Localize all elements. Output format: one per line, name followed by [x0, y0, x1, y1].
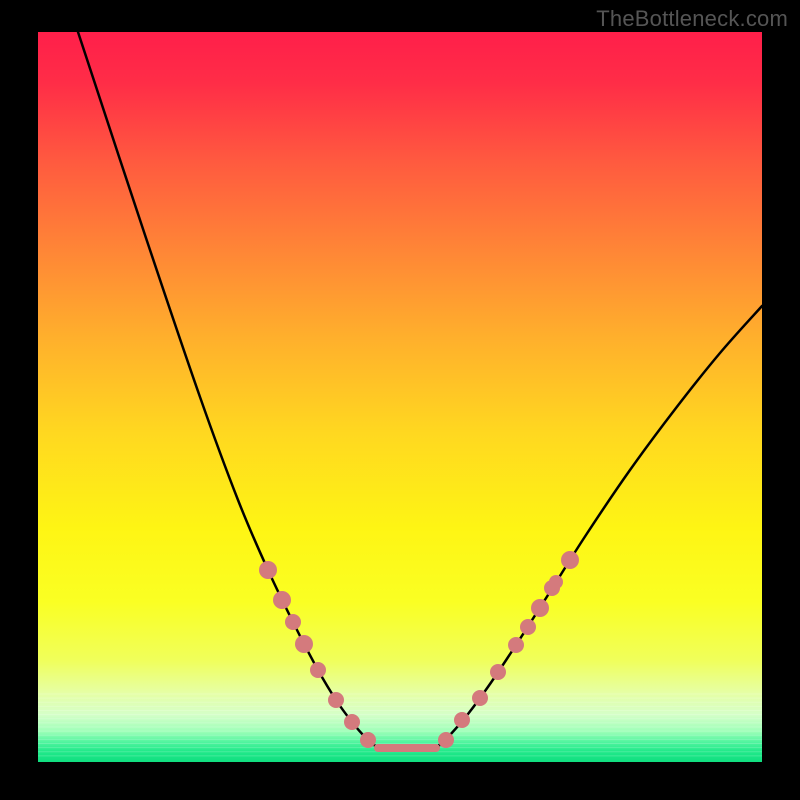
marker-dot	[310, 662, 326, 678]
marker-dot	[472, 690, 488, 706]
marker-dot	[273, 591, 291, 609]
marker-dot	[561, 551, 579, 569]
plot-background	[38, 32, 762, 762]
marker-dot	[285, 614, 301, 630]
marker-dot	[328, 692, 344, 708]
marker-dot	[295, 635, 313, 653]
watermark-text: TheBottleneck.com	[596, 6, 788, 32]
marker-dot	[344, 714, 360, 730]
marker-dot	[549, 575, 563, 589]
marker-dot	[490, 664, 506, 680]
marker-dot	[531, 599, 549, 617]
marker-dot	[438, 732, 454, 748]
marker-dot	[520, 619, 536, 635]
marker-dot	[259, 561, 277, 579]
marker-dot	[454, 712, 470, 728]
marker-dot	[360, 732, 376, 748]
chart-svg	[0, 0, 800, 800]
marker-dot	[508, 637, 524, 653]
